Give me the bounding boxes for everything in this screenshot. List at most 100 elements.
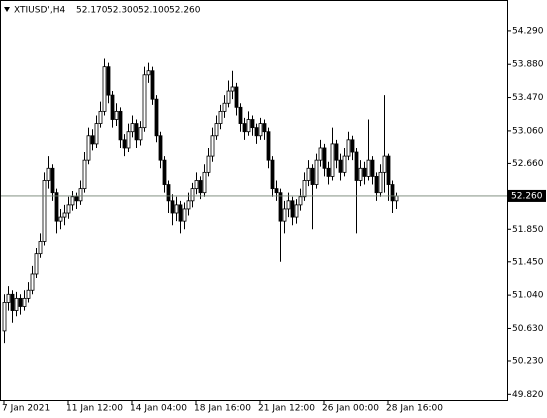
candle-body <box>258 123 263 137</box>
candle-body <box>158 135 163 161</box>
candle-body <box>330 143 335 177</box>
y-tick-label: 54.290 <box>512 26 544 36</box>
candle-body <box>110 94 115 120</box>
candle-body <box>370 159 375 177</box>
menu-triangle <box>4 7 10 12</box>
x-tick-label: 14 Jan 04:00 <box>130 404 187 414</box>
candle-body <box>190 188 195 202</box>
candle-body <box>334 143 339 161</box>
candle-body <box>30 273 35 291</box>
candle-body <box>174 204 179 214</box>
candle-body <box>10 293 15 311</box>
candle-body <box>94 123 99 145</box>
candle-body <box>38 241 43 255</box>
candle-body <box>358 167 363 181</box>
candle-body <box>62 212 67 218</box>
y-tick-label: 53.060 <box>512 126 544 136</box>
candle-body <box>162 159 167 185</box>
symbol: XTIUSD',H4 <box>14 6 65 16</box>
candle-body <box>378 171 383 194</box>
x-tick-label: 21 Jan 12:00 <box>258 404 315 414</box>
plot-frame <box>0 0 508 401</box>
candle-body <box>326 167 331 177</box>
candle-body <box>242 123 247 133</box>
y-tick-label: 53.880 <box>512 60 544 70</box>
candle-body <box>154 98 159 137</box>
candle-body <box>262 123 267 133</box>
candle-body <box>322 147 327 169</box>
candle-body <box>186 200 191 210</box>
x-tick-label: 18 Jan 16:00 <box>194 404 251 414</box>
candle-body <box>210 135 215 157</box>
candle-body <box>170 200 175 214</box>
candle-body <box>290 200 295 218</box>
candle-body <box>294 204 299 218</box>
candle-body <box>102 66 107 112</box>
header-value: 52.170 <box>76 6 108 16</box>
candle-body <box>270 159 275 190</box>
candle-body <box>306 167 311 181</box>
candle-body <box>54 192 59 222</box>
y-tick-label: 53.470 <box>512 93 544 103</box>
candle-body <box>138 127 143 141</box>
candle-body <box>362 167 367 177</box>
x-tick-label: 28 Jan 16:00 <box>386 404 443 414</box>
candle-body <box>194 180 199 190</box>
candle-body <box>86 135 91 161</box>
candle-body <box>394 195 399 202</box>
candle-body <box>206 155 211 173</box>
candle-body <box>118 110 123 141</box>
candle-body <box>42 180 47 242</box>
candle-body <box>78 188 83 202</box>
price-tag <box>508 189 546 202</box>
candle-body <box>106 66 111 96</box>
y-tick-label: 50.230 <box>512 356 544 366</box>
candle-body <box>66 204 71 214</box>
candle-body <box>390 184 395 202</box>
candle-body <box>234 86 239 108</box>
candle-body <box>374 176 379 194</box>
candle-body <box>122 139 127 149</box>
candle-body <box>74 196 79 202</box>
candle-body <box>298 196 303 206</box>
y-tick-label: 51.040 <box>512 291 544 301</box>
header-value: 52.260 <box>169 6 201 16</box>
candle-body <box>350 139 355 153</box>
candle-body <box>222 102 227 112</box>
y-tick-label: 51.450 <box>512 257 544 267</box>
candle-body <box>150 70 155 100</box>
candle-body <box>346 139 351 157</box>
candle-body <box>342 155 347 173</box>
candle-body <box>14 297 19 311</box>
candle-body <box>274 188 279 194</box>
x-tick-label: 7 Jan 2021 <box>2 404 50 414</box>
price-tag-label: 52.260 <box>511 191 543 201</box>
candle-body <box>18 297 23 307</box>
y-tick-label: 52.660 <box>512 159 544 169</box>
candle-body <box>182 208 187 222</box>
candle-body <box>90 135 95 145</box>
candle-body <box>302 180 307 198</box>
candle-body <box>282 208 287 222</box>
header-value: 52.300 <box>107 6 139 16</box>
candle-body <box>50 167 55 194</box>
candle-body <box>338 159 343 173</box>
header-value: 52.100 <box>138 6 170 16</box>
candle-body <box>82 159 87 190</box>
candle-body <box>246 119 251 133</box>
candle-body <box>318 147 323 161</box>
candle-body <box>226 90 231 104</box>
candle-body <box>366 159 371 177</box>
candle-body <box>6 293 11 303</box>
candle-body <box>98 110 103 124</box>
candle-body <box>382 155 387 173</box>
candle-body <box>198 180 203 194</box>
y-tick-label: 51.850 <box>512 225 544 235</box>
candle-body <box>202 171 207 194</box>
candle-body <box>278 192 283 222</box>
candle-body <box>214 123 219 137</box>
candle-body <box>166 184 171 202</box>
candle-body <box>266 131 271 161</box>
candle-body <box>354 151 359 181</box>
candle-body <box>70 196 75 206</box>
